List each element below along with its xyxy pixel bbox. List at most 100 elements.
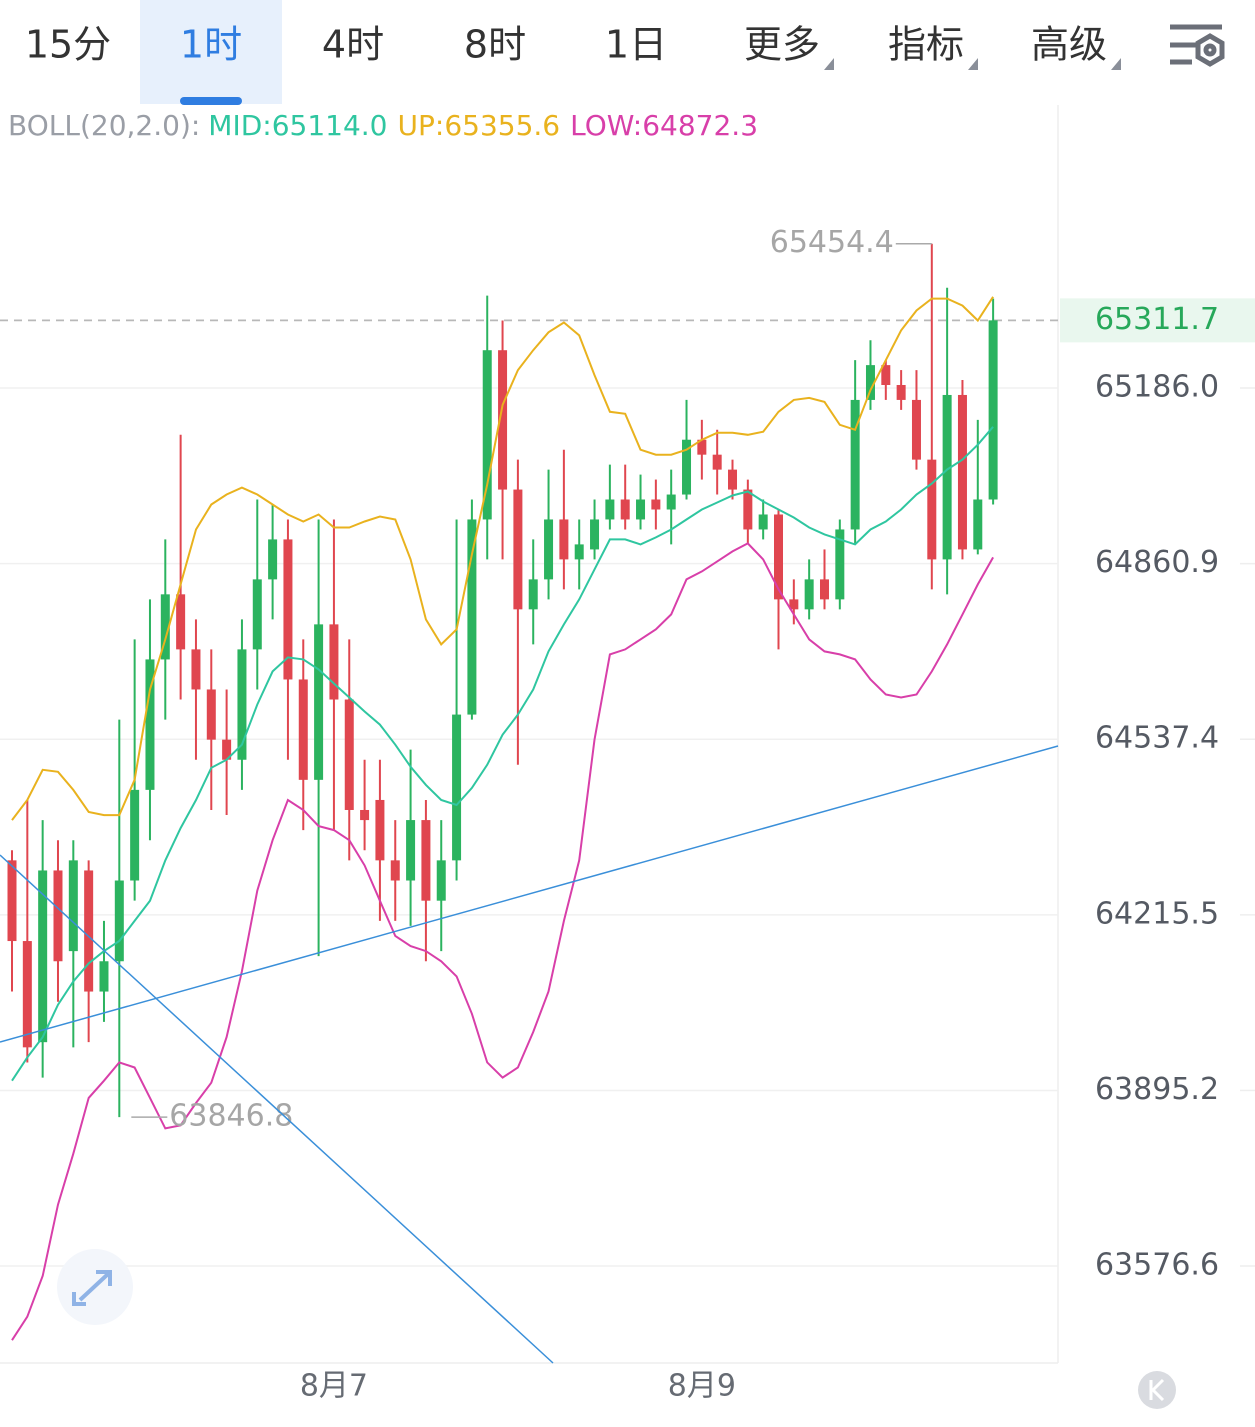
candle-body (973, 499, 983, 550)
candle-body (850, 399, 860, 530)
active-tab-bg (140, 0, 282, 104)
indicator-label: BOLL(20,2.0): (8, 109, 200, 142)
y-tick-label: 65186.0 (1095, 370, 1219, 405)
last-price-bg (1060, 298, 1255, 343)
candle-body (329, 624, 339, 700)
tab-label[interactable]: 1时 (180, 23, 242, 67)
candle-body (406, 820, 416, 881)
candle-body (22, 941, 32, 1048)
band-line (11, 426, 994, 1082)
candle-body (605, 499, 615, 520)
y-tick-label: 63576.6 (1095, 1248, 1219, 1283)
candle-body (314, 624, 324, 780)
settings-icon[interactable] (1170, 24, 1225, 67)
candle-body (881, 365, 891, 385)
candle-body (482, 350, 492, 520)
tab-label[interactable]: 高级 (1031, 23, 1107, 67)
candle-body (636, 499, 646, 520)
active-tab-indicator (180, 97, 242, 105)
candle-body (160, 594, 170, 660)
candle-body (620, 499, 630, 520)
candle-body (697, 439, 707, 455)
dropdown-caret (824, 58, 835, 70)
candle-body (544, 519, 554, 580)
expand-button[interactable] (57, 1249, 133, 1325)
k-glyph (1149, 1378, 1165, 1402)
icon-gear-hole (1203, 43, 1217, 57)
candle-body (559, 519, 569, 560)
x-tick-label: 8月7 (300, 1369, 368, 1404)
legend-entry: MID:65114.0 (208, 109, 387, 142)
candle-body (237, 649, 247, 760)
candle-body (452, 714, 462, 861)
trend-line[interactable] (0, 854, 554, 1364)
k-bg (1138, 1371, 1176, 1409)
candle-body (682, 439, 692, 495)
high-marker-label: 65454.4 (770, 225, 894, 260)
candle-body (114, 880, 124, 962)
tab-bar: 15分 1时 4时 8时 1日 更多 指标 高级 (25, 0, 1122, 105)
candle-body (528, 579, 538, 610)
tab-label[interactable]: 8时 (464, 23, 526, 67)
dropdown-caret (1111, 58, 1122, 70)
candle-body (421, 820, 431, 901)
candle-body (53, 870, 63, 962)
tab-label[interactable]: 指标 (888, 23, 964, 67)
tab-label[interactable]: 4时 (322, 23, 384, 67)
candle-body (68, 860, 78, 952)
candle-body (835, 529, 845, 600)
tab-label[interactable]: 15分 (25, 23, 111, 67)
candle-body (206, 689, 216, 740)
icon-gear (1195, 33, 1225, 67)
candle-body (99, 961, 109, 992)
candle-body (176, 594, 186, 650)
candle-body (191, 649, 201, 690)
legend-entry: UP:65355.6 (398, 109, 561, 142)
expand-arrows (72, 1270, 112, 1306)
candle-body (436, 860, 446, 901)
band-line (11, 296, 994, 821)
tab-label[interactable]: 更多 (744, 23, 820, 67)
y-tick-label: 63895.2 (1095, 1072, 1219, 1107)
low-marker-label: 63846.8 (169, 1099, 293, 1134)
candle-body (38, 870, 48, 1043)
candle-body (145, 659, 155, 790)
tab-label[interactable]: 1日 (605, 23, 667, 67)
candle-body (498, 350, 508, 490)
candle-body (130, 789, 140, 881)
candle-body (957, 394, 967, 550)
dropdown-caret (968, 58, 979, 70)
candle-body (728, 469, 738, 490)
y-tick-label: 64537.4 (1095, 721, 1219, 756)
candle-body (84, 870, 94, 992)
x-tick-label: 8月9 (668, 1369, 736, 1404)
plot-area: 65186.0 64860.9 64537.4 64215.5 63895.2 63576… (0, 105, 1255, 1404)
candle-body (789, 599, 799, 610)
candle-body (988, 320, 998, 500)
y-tick-label: 64215.5 (1095, 896, 1219, 931)
candle-body (574, 544, 584, 560)
candle-body (911, 399, 921, 460)
k-button[interactable] (1138, 1371, 1176, 1409)
candle-body (298, 679, 308, 780)
candle-body (942, 394, 952, 560)
candle-body (804, 579, 814, 610)
trend-line[interactable] (0, 745, 1059, 1043)
candle-body (758, 514, 768, 530)
candle-body (268, 539, 278, 580)
legend-entry: LOW:64872.3 (570, 109, 758, 142)
candle-body (222, 739, 232, 760)
last-price-label: 65311.7 (1095, 302, 1219, 337)
candle-body (865, 365, 875, 400)
candle-body (375, 799, 385, 861)
y-tick-label: 64860.9 (1095, 545, 1219, 580)
candle-body (896, 384, 906, 400)
candle-body (360, 809, 370, 821)
candle-body (252, 579, 262, 650)
candle-body (743, 489, 753, 530)
candle-body (513, 489, 523, 610)
candle-body (283, 539, 293, 680)
